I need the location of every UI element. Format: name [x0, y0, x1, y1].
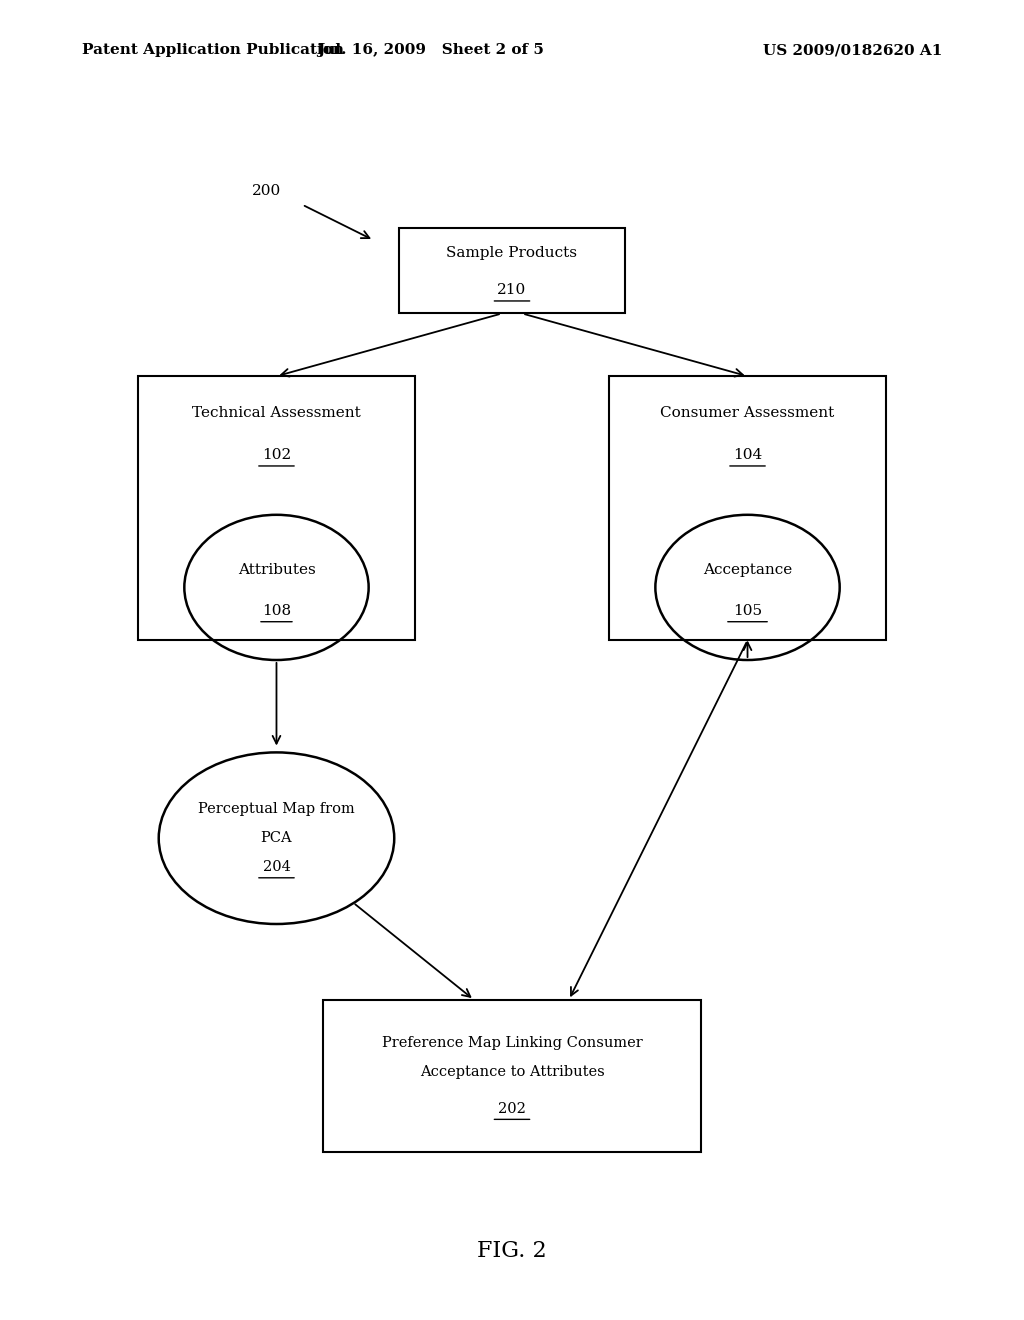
Text: FIG. 2: FIG. 2: [477, 1241, 547, 1262]
Text: 210: 210: [498, 284, 526, 297]
Text: US 2009/0182620 A1: US 2009/0182620 A1: [763, 44, 942, 57]
Text: 200: 200: [252, 185, 281, 198]
Text: Jul. 16, 2009   Sheet 2 of 5: Jul. 16, 2009 Sheet 2 of 5: [316, 44, 544, 57]
Text: Perceptual Map from: Perceptual Map from: [198, 803, 355, 816]
Text: Patent Application Publication: Patent Application Publication: [82, 44, 344, 57]
Text: Consumer Assessment: Consumer Assessment: [660, 407, 835, 420]
Text: Technical Assessment: Technical Assessment: [193, 407, 360, 420]
Bar: [399, 227, 625, 313]
Bar: [138, 376, 415, 640]
Text: Acceptance to Attributes: Acceptance to Attributes: [420, 1065, 604, 1078]
Text: 202: 202: [498, 1102, 526, 1115]
Text: Acceptance: Acceptance: [702, 564, 793, 577]
Bar: [323, 1001, 701, 1151]
Text: 105: 105: [733, 605, 762, 618]
Text: 102: 102: [262, 449, 291, 462]
Text: Attributes: Attributes: [238, 564, 315, 577]
Text: 204: 204: [262, 861, 291, 874]
Text: Sample Products: Sample Products: [446, 247, 578, 260]
Text: 104: 104: [733, 449, 762, 462]
Text: Preference Map Linking Consumer: Preference Map Linking Consumer: [382, 1036, 642, 1049]
Text: 108: 108: [262, 605, 291, 618]
Text: PCA: PCA: [261, 832, 292, 845]
Bar: [609, 376, 886, 640]
